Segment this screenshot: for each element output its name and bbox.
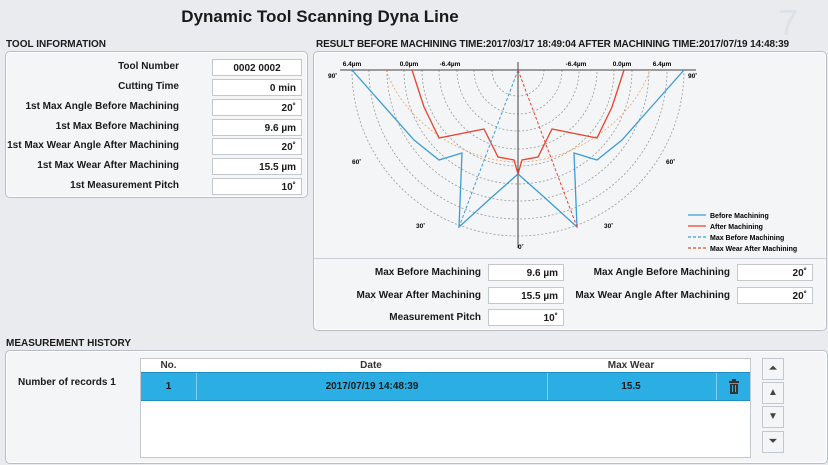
summary-max-angle-before-value: 20˚ [737,264,813,281]
measurement-pitch-label: 1st Measurement Pitch [70,180,179,191]
summary-max-wear-after-value: 15.5 µm [488,287,564,304]
result-panel: 6.4µm 0.0µm -6.4µm -6.4µm 0.0µm 6.4µm 90… [313,51,827,331]
legend-label-max-before: Max Before Machining [710,235,784,242]
summary-max-angle-before-label: Max Angle Before Machining [593,267,730,278]
result-title: RESULT BEFORE MACHINING TIME:2017/03/17 … [316,39,789,50]
angle-label-30-right: 30˚ [604,222,613,230]
arrow-up-icon: ▲ [768,387,778,398]
cutting-time-value: 0 min [212,79,302,96]
summary-pitch-value: 10˚ [488,309,564,326]
max-angle-before-label: 1st Max Angle Before Machining [25,101,179,112]
column-header-date: Date [360,360,382,371]
column-header-no: No. [160,360,177,371]
row-cell-no: 1 [165,381,172,392]
summary-max-before-value: 9.6 µm [488,264,564,281]
tool-info-panel: Tool Number 0002 0002 Cutting Time 0 min… [5,51,308,198]
angle-label-90-right: 90˚ [688,72,697,80]
trash-icon [729,379,739,394]
max-before-value: 9.6 µm [212,119,302,136]
scroll-down-button[interactable]: ▼ [762,406,784,428]
scale-label-right-inner: -6.4µm [566,61,587,68]
delete-row-button[interactable] [717,378,750,395]
summary-max-wear-angle-after-value: 20˚ [737,287,813,304]
max-before-label: 1st Max Before Machining [55,121,179,132]
column-header-max-wear: Max Wear [607,360,655,371]
arrow-down-icon: ▼ [768,411,778,422]
scale-label-right-outer: 6.4µm [653,61,672,68]
series-after-machining [411,69,625,177]
legend-label-max-wear: Max Wear After Machining [710,246,797,253]
measurement-pitch-value: 10˚ [212,178,302,195]
angle-label-30-left: 30˚ [416,222,425,230]
summary-max-wear-angle-after-label: Max Wear Angle After Machining [575,290,730,301]
tool-number-label: Tool Number [118,61,179,72]
polar-wear-plot: 6.4µm 0.0µm -6.4µm -6.4µm 0.0µm 6.4µm 90… [328,61,797,253]
history-title: MEASUREMENT HISTORY [6,338,132,349]
tool-info-title: TOOL INFORMATION [6,39,106,50]
row-cell-date: 2017/07/19 14:48:39 [196,373,548,400]
scale-label-left-inner: -6.4µm [440,61,461,68]
scroll-last-button[interactable]: ⏷ [762,431,784,453]
angle-label-0: 0˚ [518,243,524,251]
max-wear-after-label: 1st Max Wear After Machining [37,160,179,171]
skip-top-icon: ⏶ [769,363,777,374]
summary-divider [314,258,826,259]
angle-label-90-left: 90˚ [328,72,337,80]
angle-label-60-right: 60˚ [666,158,675,166]
app-title: Dynamic Tool Scanning Dyna Line [181,7,459,26]
legend-label-before: Before Machining [710,213,769,220]
decorative-seven: 7 [777,2,798,43]
max-wear-after-line [517,69,578,228]
zero-reference-curve [385,69,651,163]
max-wear-angle-after-label: 1st Max Wear Angle After Machining [7,140,179,151]
history-table: No. Date Max Wear 1 2017/07/19 14:48:39 … [140,358,751,458]
legend-label-after: After Machining [710,224,763,231]
record-count: Number of records 1 [18,377,116,388]
summary-max-wear-after-label: Max Wear After Machining [356,290,481,301]
max-wear-after-value: 15.5 µm [212,158,302,175]
summary-max-before-label: Max Before Machining [374,267,481,278]
tool-number-value: 0002 0002 [212,59,302,76]
summary-pitch-label: Measurement Pitch [389,312,481,323]
max-angle-before-value: 20˚ [212,99,302,116]
max-before-line [458,69,519,228]
angle-label-60-left: 60˚ [352,158,361,166]
scale-label-right-mid: 0.0µm [613,61,632,68]
scale-label-left-outer: 6.4µm [343,61,362,68]
cutting-time-label: Cutting Time [118,81,179,92]
row-cell-max-wear: 15.5 [546,373,717,400]
max-wear-angle-after-value: 20˚ [212,138,302,155]
scale-label-left-mid: 0.0µm [400,61,419,68]
legend: Before Machining After Machining Max Bef… [688,213,797,253]
scroll-up-button[interactable]: ▲ [762,382,784,404]
skip-bottom-icon: ⏷ [769,436,777,447]
table-row[interactable]: 1 2017/07/19 14:48:39 15.5 [141,372,750,401]
scroll-first-button[interactable]: ⏶ [762,358,784,380]
